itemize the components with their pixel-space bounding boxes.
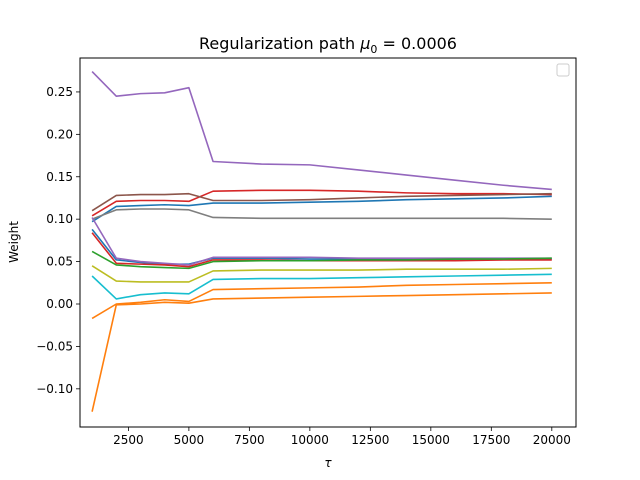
y-tick-label: −0.10 [36, 382, 73, 396]
y-tick-label: 0.10 [46, 212, 73, 226]
y-tick-label: 0.00 [46, 297, 73, 311]
series-line-3 [91, 192, 552, 212]
chart-title-symbol: μ [359, 34, 370, 53]
chart-title-subscript: 0 [370, 43, 377, 56]
x-tick-label: 15000 [412, 433, 450, 447]
x-tick-label: 7500 [234, 433, 265, 447]
series-line-4 [91, 195, 552, 223]
y-tick-label: 0.20 [46, 127, 73, 141]
series-line-1 [91, 71, 552, 191]
y-tick-label: 0.25 [46, 85, 73, 99]
ticks-layer: 2500 5000 7500 10000 12500 15000 17500 20000 −0.… [36, 85, 571, 447]
y-tick-label: 0.05 [46, 255, 73, 269]
x-tick-label: 17500 [472, 433, 510, 447]
series-line-13 [91, 292, 552, 412]
series-layer [91, 71, 552, 412]
series-line-8 [91, 232, 552, 268]
x-tick-label: 2500 [113, 433, 144, 447]
series-line-11 [91, 273, 552, 300]
series-line-7 [91, 217, 552, 266]
y-tick-label: −0.05 [36, 339, 73, 353]
series-line-9 [91, 250, 552, 270]
x-tick-label: 10000 [291, 433, 329, 447]
y-axis-label: Weight [7, 221, 21, 263]
x-tick-label: 20000 [533, 433, 571, 447]
chart-title-prefix: Regularization path [199, 34, 360, 53]
x-tick-label: 12500 [351, 433, 389, 447]
x-axis-label: τ [324, 456, 332, 470]
x-tick-label: 5000 [174, 433, 205, 447]
series-line-10 [91, 265, 552, 283]
chart-title: Regularization path μ0 = 0.0006 [199, 34, 457, 56]
legend-box [556, 63, 570, 77]
series-line-5 [91, 208, 552, 220]
y-tick-label: 0.15 [46, 170, 73, 184]
plot-frame [79, 57, 577, 428]
series-line-12 [91, 281, 552, 320]
series-line-2 [91, 189, 552, 217]
chart-title-suffix: = 0.0006 [377, 34, 457, 53]
